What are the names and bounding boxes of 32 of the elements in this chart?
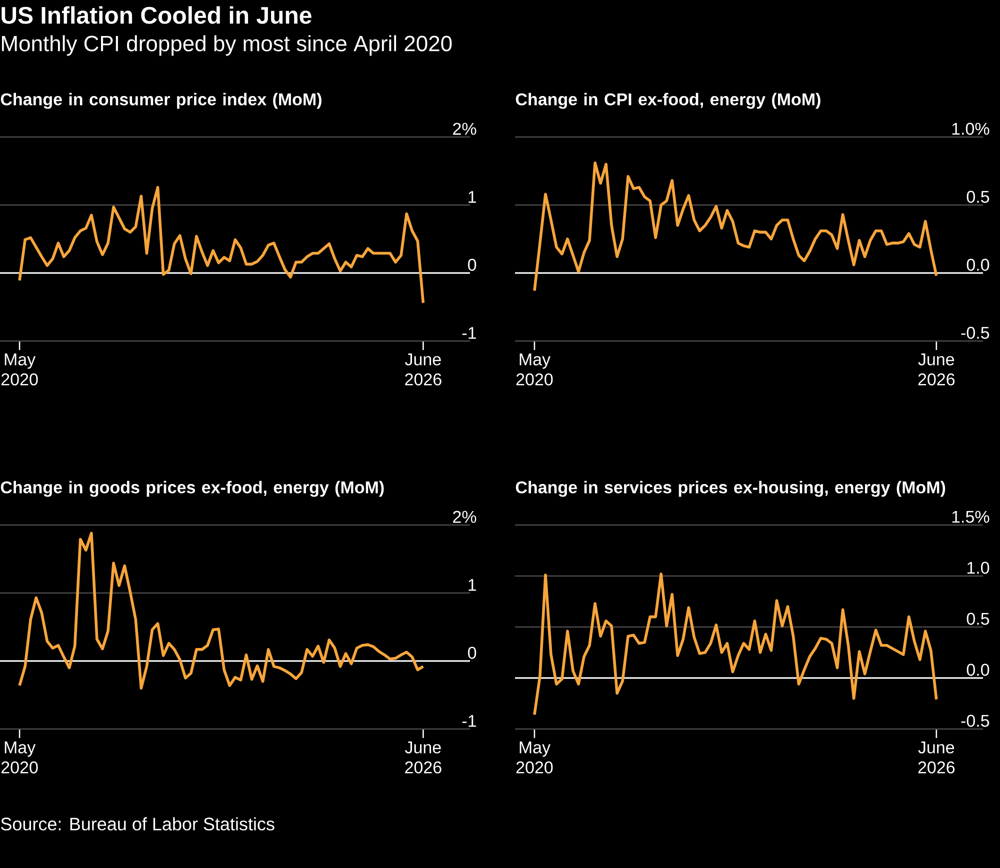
x-tick-label: May 2020 [516, 742, 553, 774]
y-tick-label: 0.5 [966, 190, 990, 203]
x-tick-label: May 2020 [1, 742, 38, 774]
y-tick-label: -0.5 [961, 714, 990, 727]
y-tick-label: 0 [468, 258, 476, 271]
y-tick-label: 0 [468, 646, 476, 659]
x-tick-label: May 2020 [516, 354, 553, 386]
x-tick-label: June 2026 [918, 354, 955, 386]
chart-title: Change in CPI ex-food, energy (MoM) [516, 92, 820, 109]
chart-title: Change in goods prices ex-food, energy (MoM) [0, 480, 384, 497]
y-tick-label: 0.0 [966, 258, 990, 271]
y-tick-label: 1.0% [952, 122, 990, 135]
source-note: Source: Bureau of Labor Statistics [1, 817, 274, 830]
y-tick-label: -0.5 [961, 326, 990, 339]
x-tick-label: June 2026 [405, 354, 442, 386]
text: US Inflation Cooled in June [2, 6, 312, 24]
y-tick-label: 0.5 [966, 612, 990, 625]
chart-title: Change in services prices ex-housing, energy (MoM) [516, 480, 946, 497]
y-tick-label: 2% [453, 510, 476, 523]
y-tick-label: -1 [462, 327, 476, 339]
x-tick-label: June 2026 [405, 742, 442, 774]
y-tick-label: 1 [468, 191, 476, 203]
y-tick-label: 1.0 [967, 562, 990, 574]
y-tick-label: 2% [453, 122, 476, 135]
y-tick-label: -1 [462, 715, 476, 727]
y-tick-label: 1.5% [952, 510, 990, 523]
chart-title: Change in consumer price index (MoM) [0, 92, 322, 109]
x-tick-label: May 2020 [1, 354, 38, 386]
y-tick-label: 0.0 [966, 664, 990, 676]
text: Monthly CPI dropped by most since April 2020 [2, 35, 452, 56]
y-tick-label: 1 [468, 579, 476, 591]
x-tick-label: June 2026 [918, 742, 955, 774]
